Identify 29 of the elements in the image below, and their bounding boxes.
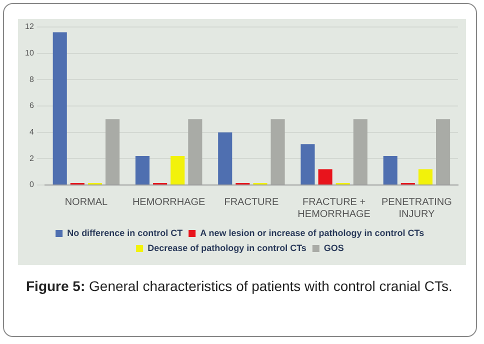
bar [318, 169, 332, 184]
y-tick-label: 10 [24, 48, 34, 58]
y-tick-label: 12 [24, 22, 34, 32]
legend-label: A new lesion or increase of pathology in control CTs [200, 228, 424, 238]
bar [106, 119, 120, 184]
y-tick-label: 4 [29, 128, 34, 137]
bar [170, 156, 185, 184]
x-tick-label: NORMAL [64, 196, 108, 208]
x-tick-label: FRACTURE [224, 196, 279, 208]
bar [300, 144, 315, 184]
bar [218, 132, 232, 184]
bar [383, 156, 398, 184]
bar [188, 119, 202, 184]
x-tick-label: FRACTURE + HEMORRHAGE [298, 196, 371, 220]
legend-label: GOS [324, 242, 344, 253]
legend-label: Decrease of pathology in control CTs [148, 242, 306, 253]
bar [418, 169, 432, 184]
bar [270, 119, 285, 184]
bar [436, 119, 450, 184]
y-tick-label: 8 [29, 74, 34, 84]
y-tick-label: 0 [29, 180, 34, 190]
bar [353, 119, 368, 184]
x-tick-label: PENETRATING INJURY [381, 196, 452, 220]
y-tick-label: 6 [29, 101, 34, 110]
bar [135, 156, 150, 184]
legend-label: No difference in control CT [67, 228, 184, 238]
caption: Figure 5: General characteristics of patients with control cranial CTs. [26, 278, 454, 295]
y-tick-label: 2 [29, 154, 34, 163]
x-tick-label: HEMORRHAGE [132, 196, 206, 208]
